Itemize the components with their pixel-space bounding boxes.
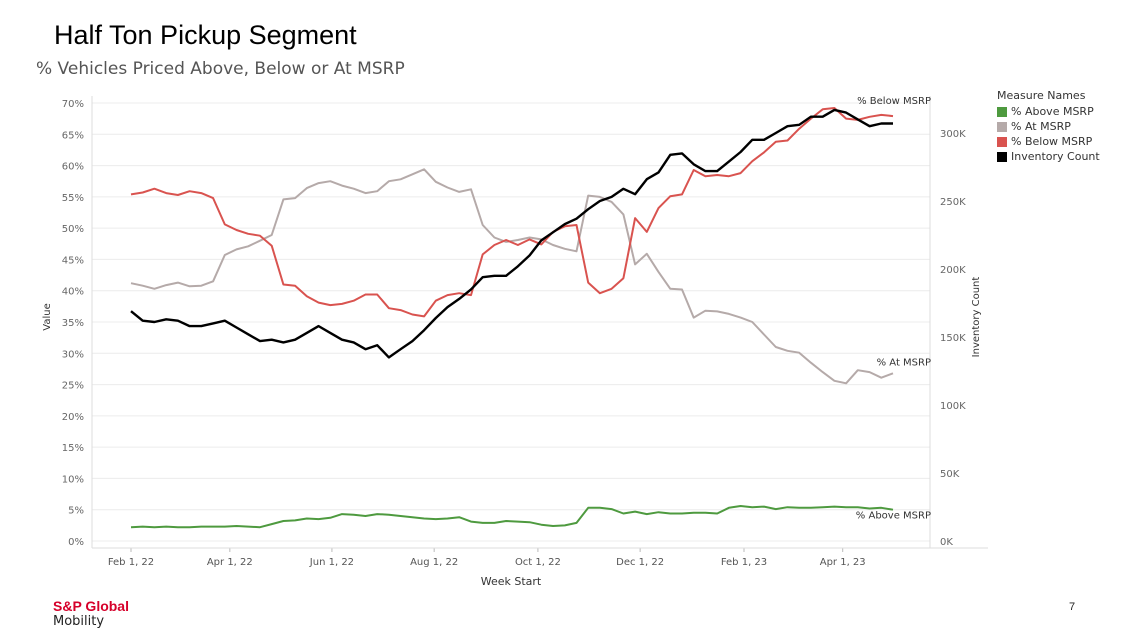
series-end-label: % Above MSRP <box>856 511 931 522</box>
y-tick-label: 35% <box>62 318 84 329</box>
x-tick-label: Feb 1, 23 <box>721 557 767 568</box>
x-tick-label: Jun 1, 22 <box>309 557 354 568</box>
legend-item-inventory[interactable]: Inventory Count <box>997 149 1100 164</box>
y2-tick-label: 0K <box>940 537 953 548</box>
x-tick-label: Apr 1, 22 <box>207 557 253 568</box>
y-tick-label: 60% <box>62 162 84 173</box>
y2-tick-label: 200K <box>940 265 966 276</box>
legend-swatch <box>997 121 1007 132</box>
x-axis-title: Week Start <box>481 575 542 588</box>
series-line-inventory-count <box>130 108 893 359</box>
y2-tick-label: 50K <box>940 469 960 480</box>
gridlines <box>92 102 930 542</box>
legend-swatch <box>997 106 1007 117</box>
series-end-label: % Below MSRP <box>857 96 931 107</box>
y-tick-label: 5% <box>68 506 84 517</box>
x-tick-label: Oct 1, 22 <box>515 557 561 568</box>
y-axis-title: Value <box>42 303 53 330</box>
y2-tick-label: 150K <box>940 333 966 344</box>
x-tick-label: Aug 1, 22 <box>410 557 458 568</box>
y-tick-label: 10% <box>62 474 84 485</box>
y-tick-label: 70% <box>62 99 84 110</box>
legend-item-below[interactable]: % Below MSRP <box>997 134 1100 149</box>
page-title: Half Ton Pickup Segment <box>54 20 357 50</box>
page-number: 7 <box>1069 601 1076 613</box>
legend-label: % Below MSRP <box>1011 135 1093 148</box>
y-tick-label: 45% <box>62 255 84 266</box>
series-line-above-msrp <box>130 505 894 529</box>
y-tick-label: 15% <box>62 443 84 454</box>
company-logo: S&P Global Mobility <box>53 598 129 630</box>
x-tick-label: Dec 1, 22 <box>616 557 664 568</box>
legend: Measure Names % Above MSRP % At MSRP % B… <box>997 89 1100 164</box>
y-tick-label: 40% <box>62 287 84 298</box>
legend-swatch <box>997 151 1007 162</box>
x-tick-label: Feb 1, 22 <box>108 557 154 568</box>
logo-text-bottom: Mobility <box>53 614 105 629</box>
series-line-below-msrp <box>130 107 894 318</box>
y2-axis-title: Inventory Count <box>971 277 982 358</box>
axis-labels: 0% 5% 10% 15% 20% 25% 30% 35% 40% 45% 50% 55% 60% 65%… <box>42 96 982 588</box>
y-tick-label: 55% <box>62 193 84 204</box>
y-tick-label: 0% <box>68 537 84 548</box>
legend-item-above[interactable]: % Above MSRP <box>997 104 1100 119</box>
axes <box>91 96 988 552</box>
legend-title: Measure Names <box>997 89 1086 102</box>
y-tick-label: 65% <box>62 130 84 141</box>
series-end-label: % At MSRP <box>877 357 931 368</box>
y2-tick-label: 100K <box>940 401 966 412</box>
legend-label: % At MSRP <box>1011 120 1071 133</box>
y2-tick-label: 250K <box>940 197 966 208</box>
y2-tick-label: 300K <box>940 129 966 140</box>
page-subtitle: % Vehicles Priced Above, Below or At MSR… <box>36 59 405 79</box>
series-line-at-msrp <box>130 168 894 385</box>
legend-swatch <box>997 136 1007 147</box>
legend-item-at[interactable]: % At MSRP <box>997 119 1100 134</box>
x-tick-label: Apr 1, 23 <box>820 557 866 568</box>
y-tick-label: 20% <box>62 412 84 423</box>
legend-label: % Above MSRP <box>1011 105 1094 118</box>
legend-label: Inventory Count <box>1011 150 1100 163</box>
y-tick-label: 25% <box>62 381 84 392</box>
y-tick-label: 30% <box>62 349 84 360</box>
logo-text-top: S&P Global <box>53 598 129 614</box>
y-tick-label: 50% <box>62 224 84 235</box>
series-lines <box>130 107 894 529</box>
